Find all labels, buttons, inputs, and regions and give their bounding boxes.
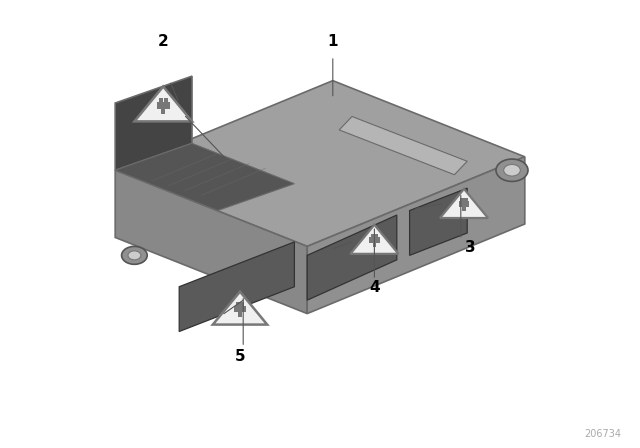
Text: 4: 4 <box>369 280 380 295</box>
Circle shape <box>122 246 147 264</box>
Polygon shape <box>241 302 244 306</box>
Polygon shape <box>410 188 467 255</box>
Polygon shape <box>307 157 525 314</box>
Polygon shape <box>115 81 525 246</box>
Polygon shape <box>134 86 192 121</box>
Polygon shape <box>459 202 469 207</box>
Text: 5: 5 <box>235 349 245 364</box>
Text: 2: 2 <box>158 34 168 49</box>
Polygon shape <box>339 116 467 175</box>
Polygon shape <box>179 242 294 332</box>
Polygon shape <box>234 306 246 312</box>
Polygon shape <box>371 234 374 237</box>
Polygon shape <box>238 312 242 317</box>
Text: 206734: 206734 <box>584 429 621 439</box>
Polygon shape <box>161 109 165 114</box>
Polygon shape <box>115 143 294 211</box>
Polygon shape <box>375 234 378 237</box>
Polygon shape <box>164 98 168 102</box>
Polygon shape <box>372 243 376 247</box>
Circle shape <box>496 159 528 181</box>
Circle shape <box>504 164 520 176</box>
Polygon shape <box>236 302 239 306</box>
Polygon shape <box>351 225 398 254</box>
Text: 1: 1 <box>328 34 338 49</box>
Polygon shape <box>115 170 307 314</box>
Polygon shape <box>157 102 170 109</box>
Text: 3: 3 <box>465 240 476 254</box>
Polygon shape <box>369 237 380 243</box>
Circle shape <box>128 251 141 260</box>
Polygon shape <box>307 215 397 300</box>
Polygon shape <box>462 207 466 211</box>
Polygon shape <box>159 98 163 102</box>
Polygon shape <box>212 292 268 325</box>
Polygon shape <box>440 189 488 218</box>
Polygon shape <box>460 198 463 202</box>
Polygon shape <box>465 198 468 202</box>
Polygon shape <box>115 76 192 170</box>
